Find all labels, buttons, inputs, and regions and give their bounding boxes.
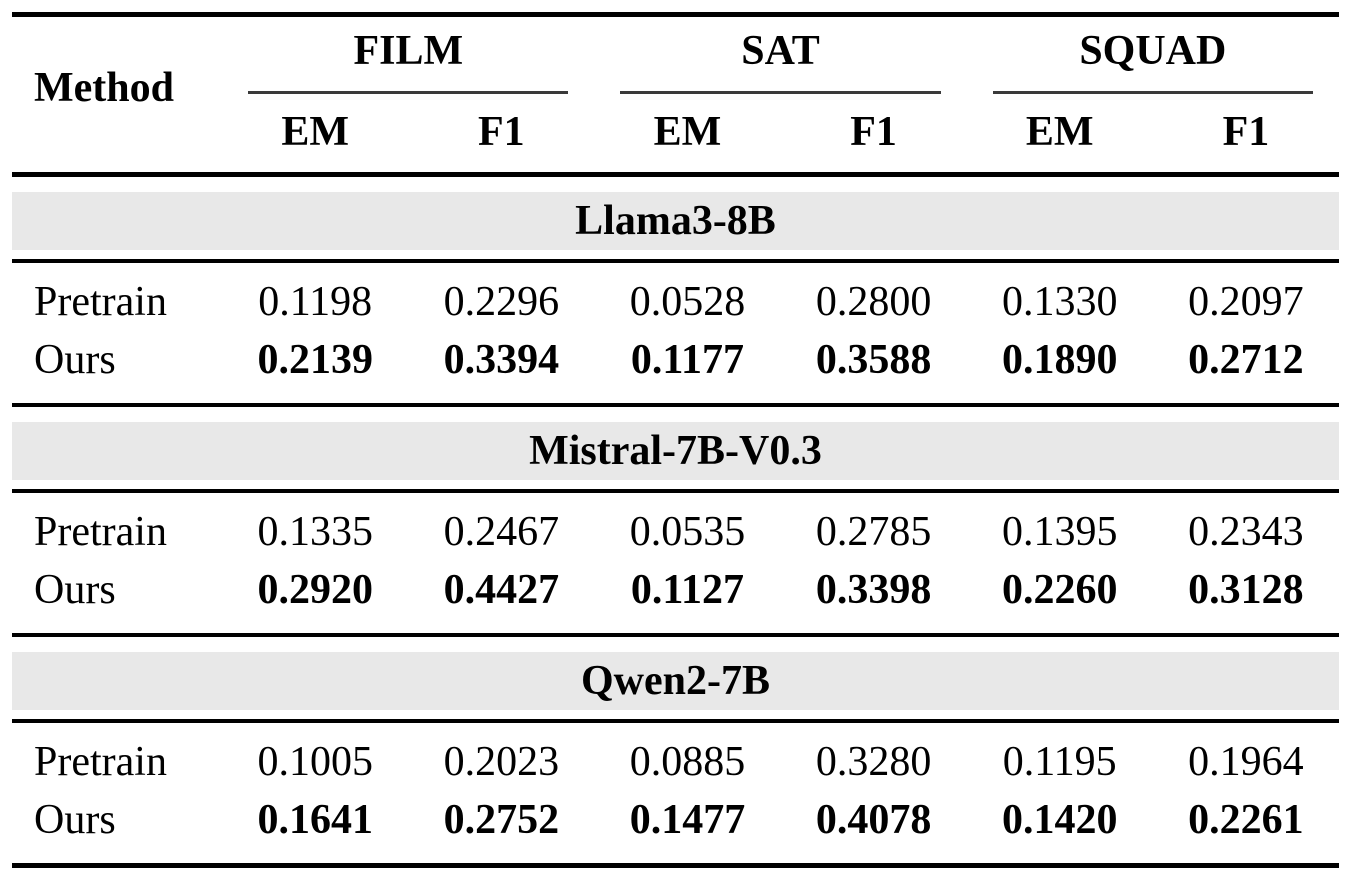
value-cell: 0.2920 — [257, 567, 373, 613]
section-band-llama3-8b: Llama3-8B — [12, 172, 1339, 263]
group-label-sat: SAT — [620, 17, 941, 94]
value-cell: 0.2343 — [1188, 509, 1304, 555]
model-section-title: Qwen2-7B — [12, 652, 1339, 710]
value-cell: 0.3128 — [1188, 567, 1304, 613]
value-cell: 0.2712 — [1188, 337, 1304, 383]
value-cell: 0.1127 — [630, 567, 745, 613]
metric-header-squad-f1: F1 — [1222, 109, 1270, 155]
value-cell: 0.2097 — [1188, 279, 1304, 325]
table-row-mistral-ours: Ours 0.2920 0.4427 0.1127 0.3398 0.2260 … — [12, 561, 1339, 635]
value-cell: 0.2260 — [1001, 567, 1118, 613]
group-header-row: Method FILM SAT SQUAD — [12, 15, 1339, 111]
value-cell: 0.2752 — [443, 797, 560, 843]
value-cell: 0.2785 — [815, 509, 932, 555]
value-cell: 0.1641 — [257, 797, 373, 843]
value-cell: 0.3398 — [815, 567, 932, 613]
method-cell: Pretrain — [34, 509, 167, 555]
method-cell: Ours — [34, 567, 116, 613]
method-cell: Pretrain — [34, 739, 167, 785]
value-cell: 0.0528 — [629, 279, 746, 325]
metric-header-film-em: EM — [281, 109, 350, 155]
metric-header-row: EM F1 EM F1 EM F1 — [12, 94, 1339, 175]
group-label-film: FILM — [248, 17, 569, 94]
value-cell: 0.1195 — [1002, 739, 1117, 785]
value-cell: 0.0535 — [629, 509, 746, 555]
value-cell: 0.1890 — [1001, 337, 1118, 383]
table-row-qwen-pretrain: Pretrain 0.1005 0.2023 0.0885 0.3280 0.1… — [12, 721, 1339, 791]
metric-header-film-f1: F1 — [478, 109, 525, 155]
metric-header-sat-em: EM — [653, 109, 722, 155]
value-cell: 0.2467 — [443, 509, 560, 555]
value-cell: 0.2139 — [257, 337, 373, 383]
value-cell: 0.2800 — [815, 279, 932, 325]
value-cell: 0.3280 — [815, 739, 932, 785]
method-column-header: Method — [34, 64, 174, 111]
section-band-mistral-7b-v03: Mistral-7B-V0.3 — [12, 403, 1339, 493]
value-cell: 0.1335 — [257, 509, 373, 555]
value-cell: 0.3394 — [443, 337, 560, 383]
table-row-mistral-pretrain: Pretrain 0.1335 0.2467 0.0535 0.2785 0.1… — [12, 491, 1339, 561]
value-cell: 0.2261 — [1188, 797, 1304, 843]
value-cell: 0.2023 — [443, 739, 560, 785]
group-header-squad: SQUAD — [967, 15, 1339, 94]
value-cell: 0.1198 — [258, 279, 373, 325]
table-header: Method FILM SAT SQUAD EM F1 EM F1 EM F1 — [12, 15, 1339, 175]
group-header-film: FILM — [222, 15, 594, 94]
method-cell: Pretrain — [34, 279, 167, 325]
value-cell: 0.1005 — [257, 739, 373, 785]
metric-header-squad-em: EM — [1025, 109, 1094, 155]
group-header-sat: SAT — [594, 15, 966, 94]
value-cell: 0.1964 — [1188, 739, 1304, 785]
value-cell: 0.4427 — [443, 567, 560, 613]
model-section-title: Llama3-8B — [12, 192, 1339, 250]
value-cell: 0.1395 — [1001, 509, 1118, 555]
table-row-llama-ours: Ours 0.2139 0.3394 0.1177 0.3588 0.1890 … — [12, 331, 1339, 405]
method-cell: Ours — [34, 797, 116, 843]
value-cell: 0.1420 — [1001, 797, 1118, 843]
group-label-squad: SQUAD — [992, 17, 1313, 94]
section-band-qwen2-7b: Qwen2-7B — [12, 633, 1339, 723]
results-table: Method FILM SAT SQUAD EM F1 EM F1 EM F1 — [12, 12, 1339, 868]
table-row-qwen-ours: Ours 0.1641 0.2752 0.1477 0.4078 0.1420 … — [12, 791, 1339, 866]
value-cell: 0.1330 — [1001, 279, 1118, 325]
value-cell: 0.3588 — [815, 337, 932, 383]
table-row-llama-pretrain: Pretrain 0.1198 0.2296 0.0528 0.2800 0.1… — [12, 261, 1339, 331]
method-cell: Ours — [34, 337, 116, 383]
value-cell: 0.1477 — [629, 797, 746, 843]
value-cell: 0.2296 — [443, 279, 560, 325]
value-cell: 0.0885 — [629, 739, 746, 785]
value-cell: 0.1177 — [630, 337, 745, 383]
value-cell: 0.4078 — [815, 797, 932, 843]
model-section-title: Mistral-7B-V0.3 — [12, 422, 1339, 480]
metric-header-sat-f1: F1 — [850, 109, 897, 155]
